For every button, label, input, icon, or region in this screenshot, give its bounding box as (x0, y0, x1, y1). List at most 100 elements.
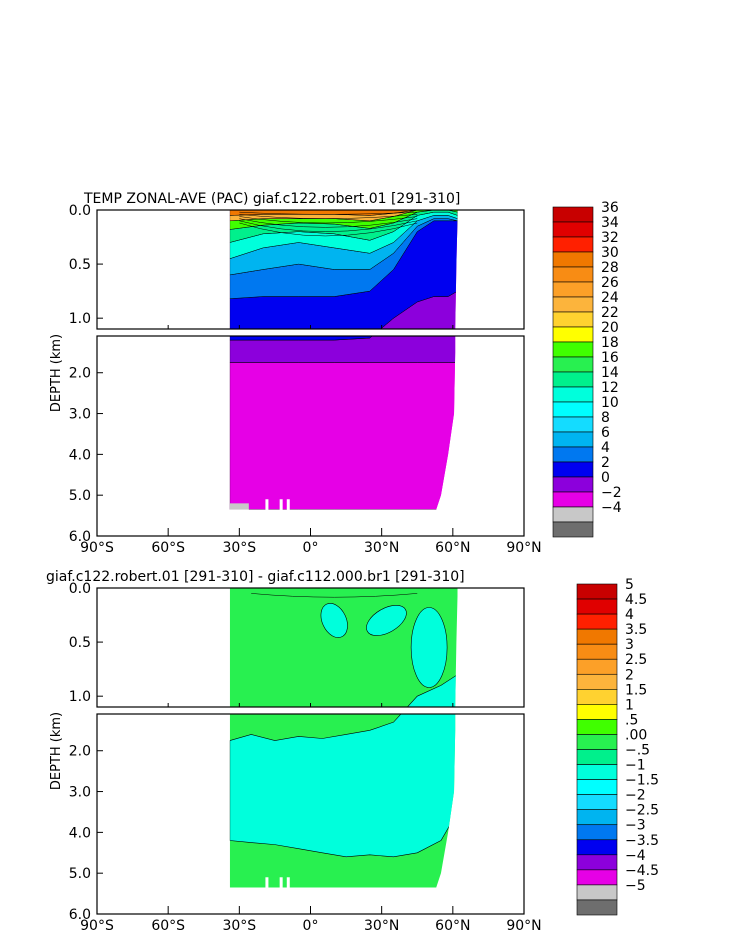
colorbar-swatch (552, 206, 594, 223)
y-tick-label: 3.0 (69, 407, 91, 423)
colorbar-swatch (552, 416, 594, 433)
colorbar-label: −2 (601, 485, 622, 501)
colorbar-swatch (552, 341, 594, 358)
colorbar-swatch (576, 809, 618, 826)
y-tick-label: 6.0 (69, 907, 91, 923)
colorbar-swatch (552, 401, 594, 418)
colorbar-swatch (552, 491, 594, 508)
colorbar-swatch (552, 386, 594, 403)
colorbar-label: 24 (601, 290, 619, 306)
temp-contour (239, 218, 418, 228)
colorbar-label: −3 (625, 818, 646, 834)
colorbar-label: 4 (625, 607, 634, 623)
colorbar-swatch (552, 461, 594, 478)
colorbar-swatch (552, 476, 594, 493)
y-tick-label: 0.5 (69, 257, 91, 273)
colorbar-swatch (576, 824, 618, 841)
colorbar-label: 26 (601, 275, 619, 291)
x-tick-label: 0° (303, 918, 319, 934)
colorbar-label: 4 (601, 440, 610, 456)
colorbar-label: 10 (601, 395, 619, 411)
colorbar-swatch (576, 673, 618, 690)
colorbar-swatch (552, 311, 594, 328)
colorbar-swatch (576, 628, 618, 645)
colorbar-label: 0 (601, 470, 610, 486)
y-tick-label: 5.0 (69, 488, 91, 504)
colorbar-swatch (576, 779, 618, 795)
colorbar-label: 30 (601, 245, 619, 261)
colorbar-swatch (576, 658, 618, 675)
colorbar-swatch (576, 598, 618, 615)
y-tick-label: 3.0 (69, 785, 91, 801)
chart-title-2: giaf.c122.robert.01 [291-310] - giaf.c11… (46, 569, 465, 585)
x-tick-label: 30°N (364, 918, 399, 934)
colorbar-swatch (552, 221, 594, 238)
colorbar-label: 2 (625, 667, 634, 683)
colorbar-label: 1.5 (625, 682, 647, 698)
y-tick-label: 0.0 (69, 581, 91, 597)
axis-break (97, 707, 524, 714)
colorbar-swatch (552, 281, 594, 298)
diff-blob (366, 605, 407, 636)
colorbar-swatch (576, 839, 618, 856)
colorbar-label: 8 (601, 410, 610, 426)
x-tick-label: 60°N (435, 918, 470, 934)
colorbar-label: 3 (625, 637, 634, 653)
colorbar-label: −3.5 (625, 833, 659, 849)
colorbar-swatch (576, 613, 618, 630)
seafloor-gap (265, 877, 269, 888)
colorbar-swatch (576, 704, 618, 720)
colorbar-label: 22 (601, 305, 619, 321)
seafloor-gap (286, 877, 290, 888)
y-tick-label: 1.0 (69, 689, 91, 705)
colorbar-label: −1.5 (625, 773, 659, 789)
x-tick-label: 30°S (222, 540, 256, 556)
diff-anomaly (229, 673, 458, 858)
colorbar-label: 20 (601, 320, 619, 336)
colorbar-swatch (576, 884, 618, 901)
colorbar-swatch (576, 854, 618, 871)
y-tick-label: 4.0 (69, 825, 91, 841)
colorbar-label: 28 (601, 260, 619, 276)
seafloor-gap (286, 499, 290, 510)
colorbar-swatch (552, 236, 594, 253)
diff-field (97, 588, 524, 888)
colorbar-label: 14 (601, 365, 619, 381)
x-tick-label: 90°S (80, 540, 114, 556)
colorbar-label: .5 (625, 712, 638, 728)
y-tick-label: 0.5 (69, 635, 91, 651)
colorbar-swatch (552, 266, 594, 283)
colorbar-label: −5 (625, 878, 646, 894)
colorbar-label: 2 (601, 455, 610, 471)
colorbar-swatch (576, 583, 618, 600)
colorbar-swatch (552, 446, 594, 463)
y-tick-label: 2.0 (69, 366, 91, 382)
colorbar-swatch (552, 296, 594, 313)
temp-layer (229, 362, 458, 510)
colorbar-label: .00 (625, 727, 647, 743)
y-tick-label: 6.0 (69, 529, 91, 545)
diff-layers (229, 588, 458, 888)
colorbar-label: 5 (625, 577, 634, 593)
colorbar-label: −4 (625, 848, 646, 864)
colorbar-label: −4 (601, 500, 622, 516)
colorbar-label: −2.5 (625, 803, 659, 819)
temp-field (97, 210, 524, 510)
colorbar-label: 34 (601, 215, 619, 231)
x-tick-label: 60°S (151, 918, 185, 934)
colorbar-label: −1 (625, 758, 646, 774)
diff-blob (410, 607, 448, 688)
colorbar-label: 6 (601, 425, 610, 441)
colorbar-swatch (576, 749, 618, 765)
x-tick-label: 30°N (364, 540, 399, 556)
temp-contour (239, 216, 418, 224)
colorbar-label: −2 (625, 788, 646, 804)
temp-contour (239, 211, 418, 215)
colorbar-label: 16 (601, 350, 619, 366)
colorbar-label: −4.5 (625, 863, 659, 879)
colorbar-swatch (576, 899, 618, 916)
diff-blob (320, 603, 348, 638)
x-tick-label: 60°N (435, 540, 470, 556)
